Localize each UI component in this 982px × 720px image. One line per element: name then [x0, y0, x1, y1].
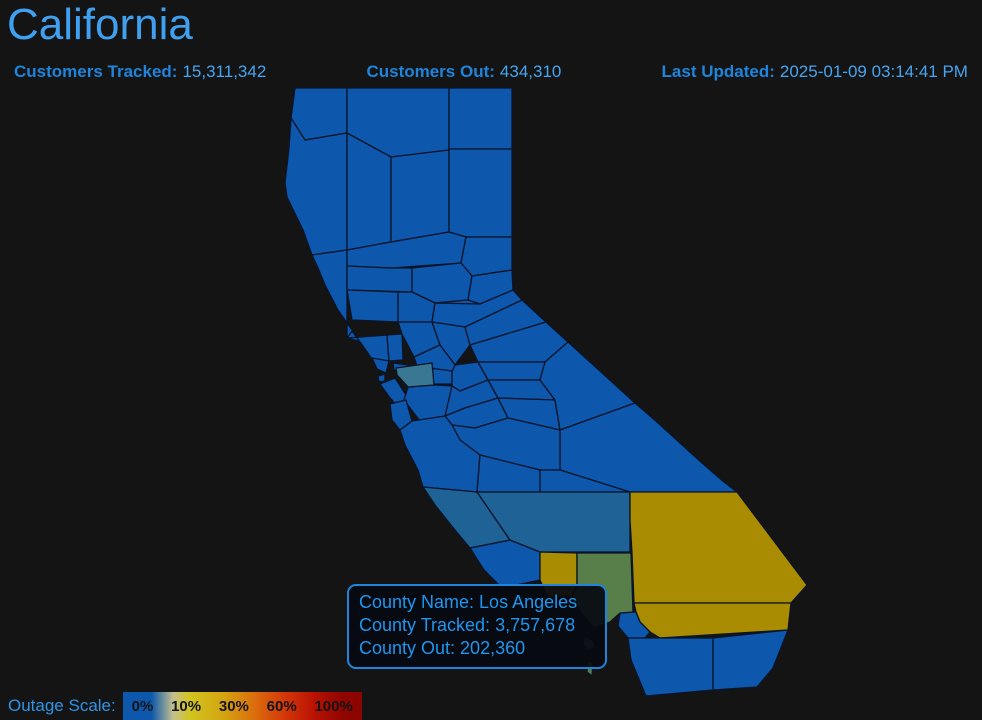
- last-updated-value: 2025-01-09 03:14:41 PM: [779, 62, 968, 81]
- customers-out-label: Customers Out:: [366, 62, 495, 81]
- county-san-diego[interactable]: [627, 637, 714, 697]
- county-sacramento[interactable]: [431, 321, 471, 366]
- county-calaveras[interactable]: [477, 361, 546, 381]
- stats-bar: Customers Tracked: 15,311,342 Customers O…: [0, 62, 982, 82]
- customers-out-value: 434,310: [499, 62, 562, 81]
- county-sonoma[interactable]: [346, 330, 390, 363]
- county-san-bernardino[interactable]: [629, 491, 808, 604]
- scale-tick-0: 0%: [131, 697, 154, 715]
- outage-scale-legend: Outage Scale: 0% 10% 30% 60% 100%: [0, 692, 362, 720]
- county-lassen[interactable]: [448, 148, 513, 238]
- county-kern[interactable]: [476, 491, 631, 553]
- last-updated-stat: Last Updated: 2025-01-09 03:14:41 PM: [662, 62, 968, 82]
- page-title: California: [7, 0, 193, 49]
- county-lake[interactable]: [346, 289, 399, 323]
- outage-scale-label: Outage Scale:: [8, 696, 116, 715]
- county-imperial[interactable]: [712, 629, 789, 691]
- county-modoc[interactable]: [448, 87, 513, 150]
- tooltip-county-tracked: County Tracked: 3,757,678: [359, 615, 576, 635]
- tooltip-county-out: County Out: 202,360: [359, 638, 526, 658]
- scale-tick-30: 30%: [218, 697, 249, 715]
- county-plumas[interactable]: [460, 236, 513, 277]
- tooltip-county-name: County Name: Los Angeles: [359, 592, 578, 612]
- county-marin[interactable]: [371, 357, 390, 374]
- scale-tick-60: 60%: [266, 697, 297, 715]
- county-orange[interactable]: [617, 611, 651, 639]
- county-shasta[interactable]: [390, 149, 450, 243]
- county-tooltip: County Name: Los Angeles County Tracked:…: [347, 584, 607, 669]
- county-san-francisco[interactable]: [377, 373, 386, 383]
- customers-tracked-label: Customers Tracked:: [14, 62, 178, 81]
- county-glenn[interactable]: [346, 265, 413, 293]
- customers-tracked-value: 15,311,342: [182, 62, 267, 81]
- county-napa[interactable]: [386, 333, 404, 362]
- customers-tracked-stat: Customers Tracked: 15,311,342: [14, 62, 266, 82]
- scale-tick-100: 100%: [314, 697, 353, 715]
- customers-out-stat: Customers Out: 434,310: [366, 62, 561, 82]
- scale-tick-10: 10%: [171, 697, 202, 715]
- county-humboldt[interactable]: [284, 117, 348, 256]
- last-updated-label: Last Updated:: [661, 62, 775, 81]
- county-alameda[interactable]: [395, 362, 435, 388]
- outage-scale-bar: 0% 10% 30% 60% 100%: [122, 692, 362, 720]
